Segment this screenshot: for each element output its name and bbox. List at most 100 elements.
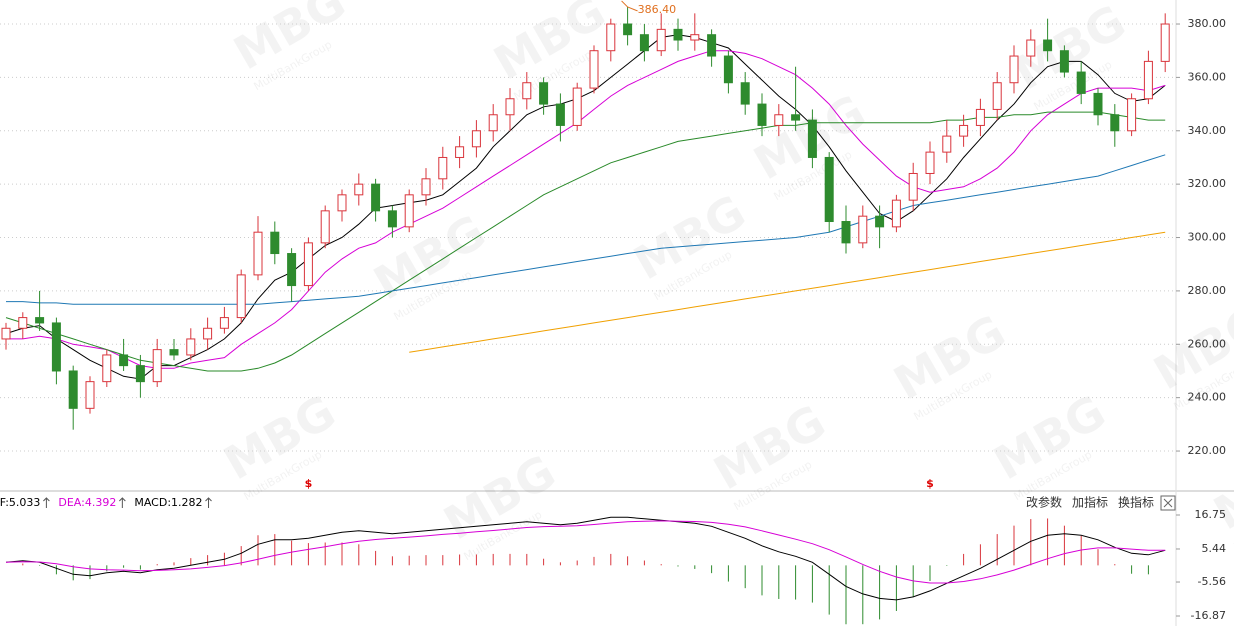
candle-body [387, 210, 397, 228]
candle-body [303, 242, 313, 287]
legend-arrow [118, 497, 126, 508]
candle-body [18, 317, 28, 329]
candle-body [623, 23, 633, 36]
candle-body [1127, 98, 1137, 132]
candle-body [102, 354, 112, 383]
ma-line [6, 50, 1166, 369]
candle-body [270, 231, 280, 255]
candle-body [690, 34, 700, 41]
candle-body [1, 327, 11, 340]
candle-body [135, 365, 145, 383]
macd-legend: MACD:1.282 [134, 496, 202, 509]
candle-body [975, 108, 985, 126]
ma-line [6, 154, 1166, 305]
candle-body [908, 172, 918, 201]
candle-body [152, 349, 162, 383]
y-tick-label: 16.75 [1195, 508, 1227, 521]
y-tick-label: 300.00 [1188, 231, 1227, 244]
ma-line [409, 231, 1166, 353]
ma-line [5, 516, 1166, 601]
indicator-button[interactable]: 改参数 [1026, 495, 1062, 510]
event-marker: $ [305, 477, 313, 490]
candle-body [807, 119, 817, 158]
candle-body [1143, 60, 1153, 100]
candle-body [639, 34, 649, 52]
ma-line [5, 34, 1166, 380]
candle-body [68, 370, 78, 409]
candle-body [791, 114, 801, 121]
candle-body [455, 146, 465, 158]
candle-body [774, 114, 784, 126]
candle-body [891, 199, 901, 228]
candle-body [589, 50, 599, 89]
indicator-button[interactable]: 加指标 [1072, 495, 1108, 510]
indicator-button[interactable]: 换指标 [1118, 495, 1154, 510]
macd-legend: DIF:5.033 [0, 496, 40, 509]
candle-body [673, 28, 683, 41]
candle-body [203, 327, 213, 340]
y-tick-label: 320.00 [1188, 177, 1227, 190]
candle-body [942, 135, 952, 153]
y-tick-label: 380.00 [1188, 17, 1227, 30]
y-tick-label: 240.00 [1188, 391, 1227, 404]
candle-body [35, 317, 45, 324]
candle-body [119, 354, 129, 367]
candle-body [236, 274, 246, 319]
candle-body [371, 183, 381, 212]
candle-body [723, 55, 733, 84]
y-tick-label: 340.00 [1188, 124, 1227, 137]
y-tick-label: 280.00 [1188, 284, 1227, 297]
candle-body [438, 156, 448, 180]
y-tick-label: 360.00 [1188, 70, 1227, 83]
candle-body [320, 210, 330, 244]
legend-arrow [43, 497, 50, 508]
candle-body [757, 103, 767, 126]
candle-body [959, 124, 969, 137]
candle-body [1043, 39, 1053, 52]
event-marker: $ [926, 477, 934, 490]
candle-body [606, 23, 616, 52]
candle-body [404, 194, 414, 228]
candle-body [51, 322, 61, 372]
macd-legend: DEA:4.392 [58, 496, 116, 509]
candle-body [354, 183, 364, 196]
candle-body [1076, 71, 1086, 94]
candle-body [337, 194, 347, 212]
candle-body [656, 28, 666, 52]
y-tick-label: -16.87 [1191, 609, 1226, 622]
candle-body [253, 231, 263, 276]
ma-line [5, 520, 1166, 584]
candle-body [1026, 39, 1036, 57]
candle-body [707, 34, 717, 57]
candle-body [841, 221, 851, 244]
y-tick-label: 260.00 [1188, 337, 1227, 350]
candle-body [421, 178, 431, 196]
legend-arrow [205, 497, 212, 508]
candle-body [1110, 114, 1120, 132]
candle-body [572, 87, 582, 126]
candle-body [539, 82, 549, 105]
y-tick-label: 220.00 [1188, 444, 1227, 457]
candle-body [824, 156, 834, 223]
candle-body [858, 215, 868, 244]
candle-body [992, 82, 1002, 110]
candle-body [85, 381, 95, 409]
candle-body [219, 317, 229, 329]
y-tick-label: 5.44 [1202, 542, 1227, 555]
ma-line [5, 111, 1166, 372]
candle-body [875, 215, 885, 228]
candle-body [1059, 50, 1069, 73]
candle-body [186, 338, 196, 356]
candle-body [1093, 92, 1103, 116]
y-tick-label: -5.56 [1198, 575, 1226, 588]
annotation-arrow [621, 0, 638, 12]
candle-body [1160, 23, 1170, 62]
close-icon[interactable] [1163, 498, 1173, 508]
candle-body [1009, 55, 1019, 84]
candle-body [555, 103, 565, 126]
candle-body [740, 82, 750, 105]
candle-body [471, 130, 481, 148]
candle-body [169, 349, 179, 356]
candle-body [287, 253, 297, 287]
